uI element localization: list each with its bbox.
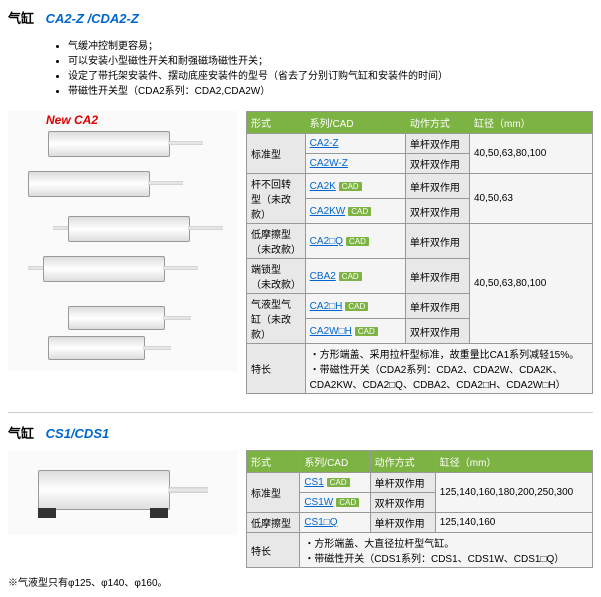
cad-badge: CAD [336,498,359,507]
th-bore: 缸径（mm） [435,451,592,473]
action-cell: 单杆双作用 [405,259,469,294]
action-cell: 双杆双作用 [370,493,435,513]
table-row: 标准型CS1CAD单杆双作用125,140,160,180,200,250,30… [247,473,593,493]
cs1-label: 气缸 [8,426,34,441]
ca2-table: 形式 系列/CAD 动作方式 缸径（mm） 标准型CA2-Z单杆双作用40,50… [246,111,593,394]
series-link[interactable]: CA2K [310,181,336,192]
series-cell: CS1WCAD [300,493,370,513]
series-cell: CBA2CAD [305,259,405,294]
cad-badge: CAD [346,237,369,246]
form-cell: 气液型气缸（未改款） [247,294,306,344]
series-cell: CA2□QCAD [305,224,405,259]
ca2-image: New CA2 [8,111,238,371]
ca2-title: 气缸 CA2-Z /CDA2-Z [8,8,593,27]
form-cell: 标准型 [247,134,306,174]
series-cell: CA2W-Z [305,154,405,174]
ca2-header-row: 形式 系列/CAD 动作方式 缸径（mm） [247,112,593,134]
action-cell: 单杆双作用 [405,294,469,319]
cs1-model: CS1/CDS1 [46,426,110,441]
action-cell: 单杆双作用 [405,174,469,199]
cad-badge: CAD [339,182,362,191]
th-action: 动作方式 [370,451,435,473]
action-cell: 单杆双作用 [405,224,469,259]
cs1-spec-row: 特长 ・方形端盖、大直径拉杆型气缸。・带磁性开关（CDS1系列：CDS1、CDS… [247,533,593,568]
table-row: 杆不回转型（未改款）CA2KCAD单杆双作用40,50,63 [247,174,593,199]
action-cell: 双杆双作用 [405,199,469,224]
spec-label: 特长 [247,344,306,394]
action-cell: 单杆双作用 [370,473,435,493]
cad-badge: CAD [339,272,362,281]
bore-cell: 40,50,63,80,100 [470,224,593,344]
table-row: 低摩擦型 CS1□Q 单杆双作用125,140,160 [247,513,593,533]
series-cell: CA2-Z [305,134,405,154]
th-action: 动作方式 [405,112,469,134]
spec-text: ・方形端盖、大直径拉杆型气缸。・带磁性开关（CDS1系列：CDS1、CDS1W、… [300,533,593,568]
series-link[interactable]: CA2□H [310,301,343,312]
bore-cell: 125,140,160,180,200,250,300 [435,473,592,513]
form-cell: 端锁型（未改款） [247,259,306,294]
cs1-header-row: 形式 系列/CAD 动作方式 缸径（mm） [247,451,593,473]
th-form: 形式 [247,451,300,473]
action-cell: 双杆双作用 [405,154,469,174]
cad-badge: CAD [345,302,368,311]
action-cell: 单杆双作用 [370,513,435,533]
series-link[interactable]: CBA2 [310,271,336,282]
feature-item: 气缓冲控制更容易； [68,39,593,54]
ca2-label: 气缸 [8,11,34,26]
series-cell: CA2□HCAD [305,294,405,319]
th-form: 形式 [247,112,306,134]
table-row: 低摩擦型（未改款）CA2□QCAD单杆双作用40,50,63,80,100 [247,224,593,259]
form-cell: 标准型 [247,473,300,513]
series-cell: CS1□Q [300,513,370,533]
series-link[interactable]: CA2W□H [310,326,352,337]
form-cell: 低摩擦型（未改款） [247,224,306,259]
cs1-title: 气缸 CS1/CDS1 [8,423,593,442]
series-cell: CA2W□HCAD [305,319,405,344]
series-link[interactable]: CS1□Q [304,517,337,528]
spec-text: ・方形端盖、采用拉杆型标准，故重量比CA1系列减轻15%。・带磁性开关（CDA2… [305,344,592,394]
series-link[interactable]: CA2-Z [310,138,339,149]
feature-item: 可以安装小型磁性开关和耐强磁场磁性开关； [68,54,593,69]
divider [8,412,593,413]
series-link[interactable]: CA2W-Z [310,158,348,169]
series-link[interactable]: CS1W [304,497,333,508]
ca2-features: 气缓冲控制更容易；可以安装小型磁性开关和耐强磁场磁性开关；设定了带托架安装件、摆… [16,39,593,99]
feature-item: 设定了带托架安装件、摆动底座安装件的型号（省去了分别订购气缸和安装件的时间） [68,69,593,84]
cs1-image [8,450,238,535]
form-cell: 低摩擦型 [247,513,300,533]
series-link[interactable]: CA2□Q [310,236,343,247]
cad-badge: CAD [348,207,371,216]
form-cell: 杆不回转型（未改款） [247,174,306,224]
th-series: 系列/CAD [305,112,405,134]
new-badge: New CA2 [46,113,98,127]
ca2-spec-row: 特长 ・方形端盖、采用拉杆型标准，故重量比CA1系列减轻15%。・带磁性开关（C… [247,344,593,394]
series-cell: CA2KCAD [305,174,405,199]
feature-item: 带磁性开关型（CDA2系列：CDA2,CDA2W） [68,84,593,99]
th-series: 系列/CAD [300,451,370,473]
ca2-model: CA2-Z /CDA2-Z [46,11,139,26]
bore-cell: 40,50,63,80,100 [470,134,593,174]
bore-cell: 125,140,160 [435,513,592,533]
series-cell: CA2KWCAD [305,199,405,224]
action-cell: 双杆双作用 [405,319,469,344]
th-bore: 缸径（mm） [470,112,593,134]
cad-badge: CAD [327,478,350,487]
series-link[interactable]: CS1 [304,477,323,488]
spec-label: 特长 [247,533,300,568]
series-link[interactable]: CA2KW [310,206,346,217]
action-cell: 单杆双作用 [405,134,469,154]
footnote: ※气液型只有φ125、φ140、φ160。 [8,574,593,589]
cs1-table: 形式 系列/CAD 动作方式 缸径（mm） 标准型 CS1 CAD 单杆双作用125,… [246,450,593,568]
bore-cell: 40,50,63 [470,174,593,224]
cad-badge: CAD [355,327,378,336]
series-cell: CS1 CAD [300,473,370,493]
table-row: 标准型CA2-Z单杆双作用40,50,63,80,100 [247,134,593,154]
